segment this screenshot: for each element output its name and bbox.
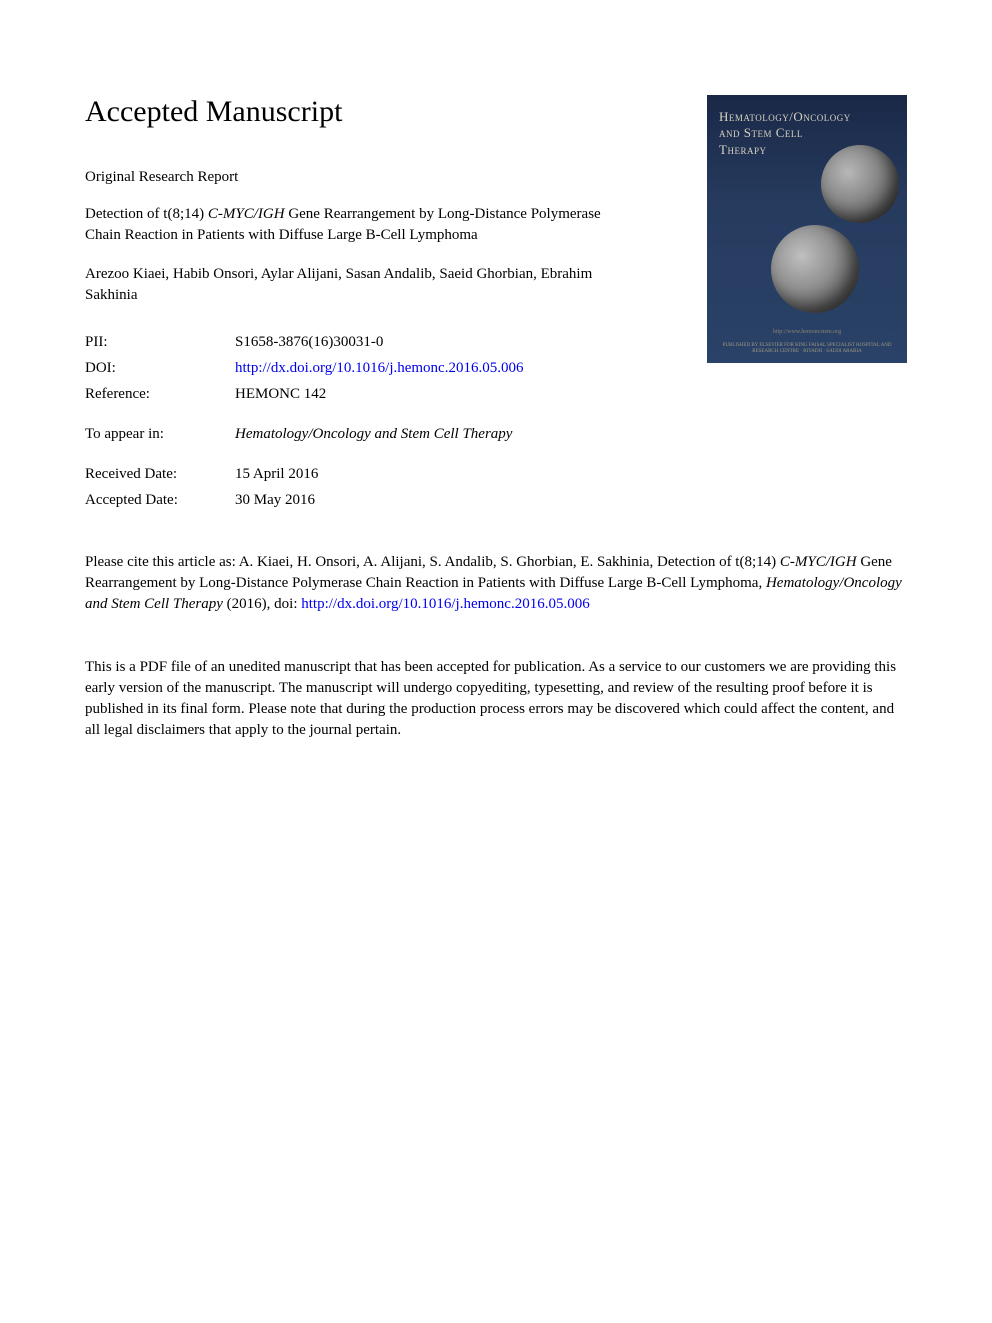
received-value: 15 April 2016: [235, 462, 907, 486]
article-title: Detection of t(8;14) C-MYC/IGH Gene Rear…: [85, 204, 615, 246]
meta-row-received: Received Date: 15 April 2016: [85, 462, 907, 486]
cover-cell-image-1: [821, 145, 899, 223]
disclaimer-text: This is a PDF file of an unedited manusc…: [85, 657, 907, 741]
cover-line3: Therapy: [719, 142, 766, 157]
cover-url: http://www.hemoncstem.org: [707, 329, 907, 335]
pii-label: PII:: [85, 330, 235, 354]
accepted-value: 30 May 2016: [235, 488, 907, 512]
meta-row-reference: Reference: HEMONC 142: [85, 382, 907, 406]
cover-footer: PUBLISHED BY ELSEVIER FOR KING FAISAL SP…: [707, 343, 907, 355]
ref-label: Reference:: [85, 382, 235, 406]
accepted-label: Accepted Date:: [85, 488, 235, 512]
received-label: Received Date:: [85, 462, 235, 486]
cover-cell-image-2: [771, 225, 859, 313]
meta-row-accepted: Accepted Date: 30 May 2016: [85, 488, 907, 512]
citation-gene-italic: C-MYC/IGH: [780, 554, 857, 570]
journal-cover-thumbnail: Hematology/Oncology and Stem Cell Therap…: [707, 95, 907, 363]
meta-row-appear: To appear in: Hematology/Oncology and St…: [85, 422, 907, 446]
citation-mid2: (2016), doi:: [223, 596, 301, 612]
citation-doi-link[interactable]: http://dx.doi.org/10.1016/j.hemonc.2016.…: [301, 596, 589, 612]
citation-pre: Please cite this article as: A. Kiaei, H…: [85, 554, 780, 570]
appear-label: To appear in:: [85, 422, 235, 446]
citation-text: Please cite this article as: A. Kiaei, H…: [85, 552, 907, 615]
doi-label: DOI:: [85, 356, 235, 380]
cover-line1: Hematology/Oncology: [719, 109, 851, 124]
authors: Arezoo Kiaei, Habib Onsori, Aylar Alijan…: [85, 264, 615, 306]
appear-value: Hematology/Oncology and Stem Cell Therap…: [235, 422, 907, 446]
title-pre: Detection of t(8;14): [85, 206, 208, 222]
title-gene-italic: C-MYC/IGH: [208, 206, 285, 222]
ref-value: HEMONC 142: [235, 382, 907, 406]
cover-line2: and Stem Cell: [719, 125, 803, 140]
